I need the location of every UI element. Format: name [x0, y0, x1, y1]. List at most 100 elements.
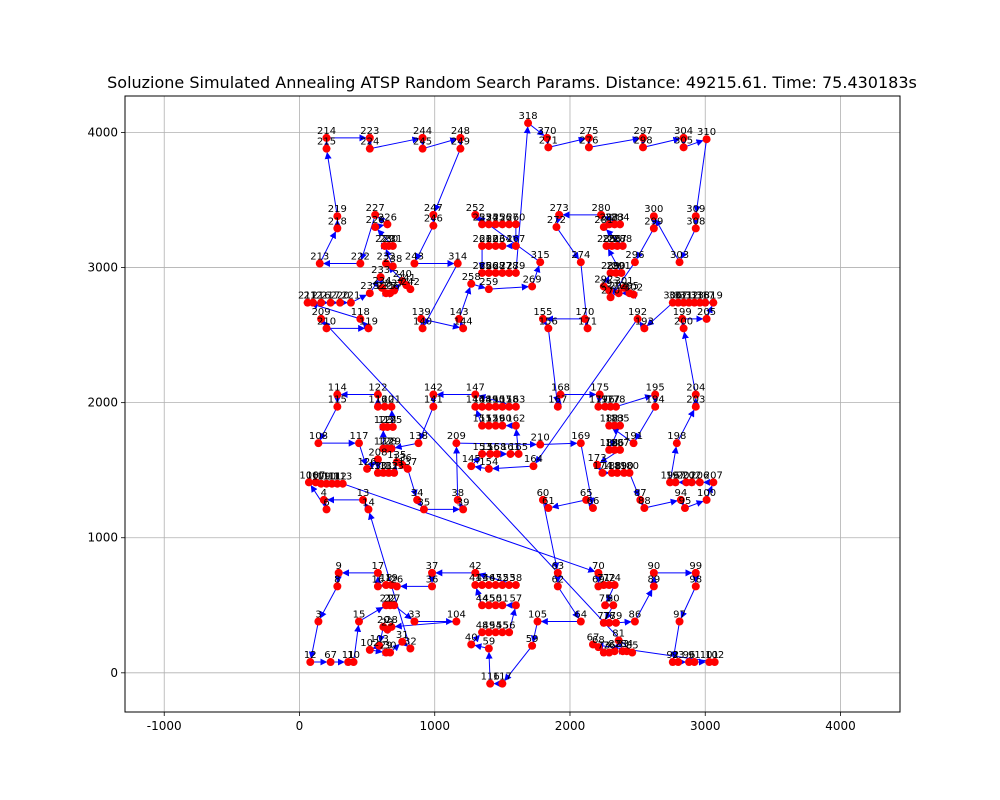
tour-point — [365, 289, 374, 298]
point-label: 171 — [578, 316, 597, 327]
tour-point — [649, 568, 658, 577]
tour-point — [456, 144, 465, 153]
tour-point — [675, 258, 684, 267]
point-label: 21 — [380, 593, 393, 604]
tour-point — [605, 286, 614, 295]
tour-point — [484, 581, 493, 590]
point-label: 140 — [413, 316, 432, 327]
tour-point — [511, 581, 520, 590]
tour-point — [538, 495, 547, 504]
point-label: 48 — [476, 620, 489, 631]
point-label: 37 — [426, 561, 439, 572]
tour-edge — [642, 136, 681, 148]
tour-point — [695, 478, 704, 487]
tour-point — [453, 259, 462, 268]
point-label: 95 — [679, 496, 692, 507]
tour-point — [679, 143, 688, 152]
point-label: 240 — [393, 269, 412, 280]
tour-point — [453, 495, 462, 504]
point-label: 99 — [689, 561, 702, 572]
tour-edge — [556, 226, 579, 260]
tour-point — [322, 133, 331, 142]
point-label: 174 — [593, 461, 612, 472]
tour-point — [452, 617, 461, 626]
point-label: 41 — [469, 573, 482, 584]
tour-point — [514, 449, 523, 458]
tour-point — [533, 617, 542, 626]
tour-point — [356, 259, 365, 268]
point-label: 129 — [382, 437, 401, 448]
point-label: 195 — [646, 383, 665, 394]
point-label: 118 — [351, 307, 370, 318]
y-tick-label: 0 — [110, 666, 118, 680]
point-label: 138 — [409, 431, 428, 442]
point-label: 123 — [374, 415, 393, 426]
point-label: 26 — [390, 574, 403, 585]
tour-point — [580, 314, 589, 323]
point-label: 305 — [674, 135, 693, 146]
tour-point — [649, 212, 658, 221]
x-tick-label: 4000 — [825, 719, 856, 733]
point-label: 205 — [697, 307, 716, 318]
point-label: 54 — [489, 620, 502, 631]
point-label: 51 — [496, 593, 509, 604]
plot-frame — [124, 95, 901, 713]
tour-point — [349, 658, 358, 667]
tour-point — [373, 402, 382, 411]
point-label: 246 — [424, 214, 443, 225]
tour-point — [691, 582, 700, 591]
tour-point — [467, 462, 476, 471]
tour-point — [429, 402, 438, 411]
tour-point — [390, 286, 399, 295]
point-label: 283 — [605, 212, 624, 223]
point-label: 317 — [696, 291, 715, 302]
tour-point — [309, 298, 318, 307]
tour-edge — [319, 586, 338, 619]
tour-point — [491, 581, 500, 590]
point-label: 72 — [603, 573, 616, 584]
point-label: 136 — [393, 453, 412, 464]
point-label: 173 — [587, 453, 606, 464]
point-label: 53 — [503, 573, 516, 584]
point-label: 42 — [469, 561, 482, 572]
tour-point — [544, 504, 553, 513]
point-label: 228 — [366, 215, 385, 226]
point-label: 212 — [303, 291, 322, 302]
point-label: 23 — [381, 618, 394, 629]
tour-point — [486, 449, 495, 458]
point-label: 281 — [594, 215, 613, 226]
tour-point — [611, 618, 620, 627]
tour-point — [359, 495, 368, 504]
tour-point — [388, 422, 397, 431]
point-label: 191 — [624, 431, 643, 442]
point-label: 55 — [496, 620, 509, 631]
tour-point — [388, 262, 397, 271]
point-label: 147 — [466, 383, 485, 394]
tour-point — [471, 581, 480, 590]
tour-point — [484, 220, 493, 229]
tour-edge — [504, 645, 533, 682]
point-label: 98 — [689, 574, 702, 585]
tour-point — [616, 445, 625, 454]
tour-point — [616, 421, 625, 430]
point-label: 74 — [608, 573, 621, 584]
tour-point — [333, 582, 342, 591]
point-label: 13 — [357, 488, 370, 499]
point-label: 252 — [466, 203, 485, 214]
tour-edge — [557, 586, 580, 619]
tour-point — [675, 617, 684, 626]
point-label: 47 — [489, 573, 502, 584]
point-label: 73 — [597, 641, 610, 652]
tour-point — [544, 143, 553, 152]
point-label: 31 — [396, 630, 409, 641]
tour-point — [456, 133, 465, 142]
tour-point — [640, 324, 649, 333]
point-label: 64 — [574, 609, 587, 620]
point-label: 116 — [481, 672, 500, 683]
tour-edge — [456, 440, 537, 448]
point-label: 307 — [669, 291, 688, 302]
tour-point — [333, 212, 342, 221]
tour-point — [498, 679, 507, 688]
tour-point — [506, 449, 515, 458]
point-label: 200 — [674, 316, 693, 327]
